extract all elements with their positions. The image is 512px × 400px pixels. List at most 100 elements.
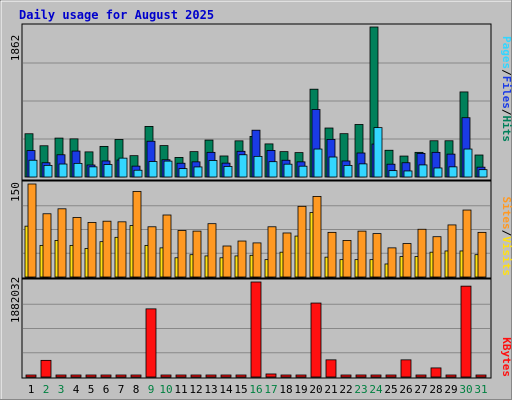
- day-label: 16: [249, 383, 262, 396]
- pages-bar: [88, 166, 98, 178]
- pages-bar: [478, 169, 488, 178]
- pages-bar: [223, 166, 233, 178]
- legend-sep-2: /: [500, 109, 512, 116]
- y-tick-label-kbytes: 1882032: [9, 277, 22, 323]
- day-label: 31: [474, 383, 487, 396]
- legend-sep-1: /: [500, 69, 512, 76]
- chart-title: Daily usage for August 2025: [19, 8, 214, 22]
- pages-bar: [103, 164, 113, 178]
- visits-bar: [417, 228, 427, 278]
- day-label: 13: [204, 383, 217, 396]
- kbytes-bar: [385, 374, 397, 378]
- pages-bar: [253, 155, 263, 178]
- day-label: 28: [429, 383, 442, 396]
- visits-bar: [87, 222, 97, 278]
- kbytes-bar: [85, 374, 97, 378]
- visits-bar: [282, 232, 292, 278]
- legend-visits: Visits: [500, 236, 512, 276]
- day-labels: 1 2 3 4 5 6 7 8 9 10 11 12 13 14 15 16 17 18 19 20 21 22 23 24 2…: [28, 383, 488, 396]
- visits-bar: [102, 220, 112, 278]
- pages-bar: [298, 165, 308, 178]
- day-label: 27: [414, 383, 427, 396]
- day-label: 11: [174, 383, 187, 396]
- pages-bar: [28, 159, 38, 178]
- pages-bar: [388, 170, 398, 178]
- visits-bar: [252, 242, 262, 278]
- kbytes-bar: [445, 374, 457, 378]
- visits-bar: [222, 245, 232, 278]
- kbytes-bar: [205, 374, 217, 378]
- pages-bar: [208, 160, 218, 178]
- pages-bar: [403, 170, 413, 178]
- legend-sep-3: /: [500, 230, 512, 237]
- visits-bar: [147, 226, 157, 278]
- kbytes-bar: [250, 281, 262, 378]
- day-label: 1: [28, 383, 35, 396]
- kbytes-bar: [130, 374, 142, 378]
- day-label: 24: [369, 383, 383, 396]
- visits-bar: [342, 240, 352, 278]
- legend-visits-sites: Sites/Visits: [500, 197, 512, 277]
- day-label: 19: [294, 383, 307, 396]
- kbytes-bar: [160, 374, 172, 378]
- visits-bar: [357, 230, 367, 278]
- day-label: 3: [58, 383, 65, 396]
- kbytes-bar: [310, 302, 322, 378]
- legend-files: Files: [500, 76, 512, 109]
- pages-bar: [73, 162, 83, 178]
- day-label: 29: [444, 383, 457, 396]
- day-label: 18: [279, 383, 292, 396]
- legend-sites: Sites: [500, 197, 512, 230]
- visits-bar: [237, 240, 247, 278]
- day-label: 14: [219, 383, 233, 396]
- kbytes-bar: [460, 285, 472, 378]
- pages-bar: [43, 164, 53, 178]
- kbytes-bar: [355, 374, 367, 378]
- visits-bar: [42, 213, 52, 278]
- day-label: 2: [43, 383, 50, 396]
- visits-bar: [117, 221, 127, 278]
- visits-bar: [72, 217, 82, 278]
- day-label: 10: [159, 383, 172, 396]
- day-label: 22: [339, 383, 352, 396]
- pages-bar: [358, 163, 368, 178]
- visits-bar: [162, 214, 172, 278]
- visits-bar: [387, 247, 397, 278]
- kbytes-bar: [370, 374, 382, 378]
- legend-hits-files-pages: Pages/Files/Hits: [500, 36, 512, 142]
- visits-bar: [177, 230, 187, 278]
- kbytes-bar: [145, 308, 157, 378]
- visits-bar: [432, 236, 442, 278]
- kbytes-bar: [340, 374, 352, 378]
- visits-bar: [27, 183, 37, 278]
- kbytes-bar: [415, 374, 427, 378]
- kbytes-bar: [100, 374, 112, 378]
- svg-text:Sites/Visits: Sites/Visits: [500, 197, 512, 277]
- y-tick-label-hits: 1862: [9, 35, 22, 62]
- day-label: 12: [189, 383, 202, 396]
- kbytes-bar: [475, 374, 487, 378]
- day-label: 15: [234, 383, 247, 396]
- day-label: 23: [354, 383, 367, 396]
- day-label: 7: [118, 383, 125, 396]
- pages-bar: [283, 163, 293, 178]
- kbytes-bar: [400, 359, 412, 378]
- day-label: 30: [459, 383, 472, 396]
- pages-bar: [433, 167, 443, 178]
- visits-bar: [207, 223, 217, 278]
- kbytes-bar: [25, 374, 37, 378]
- legend-kbytes-group: KBytes: [500, 337, 512, 377]
- legend-kbytes: KBytes: [500, 337, 512, 377]
- pages-bar: [448, 166, 458, 178]
- kbytes-bar: [325, 359, 337, 378]
- y-tick-label-visits: 150: [9, 182, 22, 202]
- day-label: 4: [73, 383, 80, 396]
- visits-bar: [57, 208, 67, 278]
- legend-hits: Hits: [500, 116, 512, 143]
- pages-bar: [463, 148, 473, 178]
- visits-bar: [462, 209, 472, 278]
- day-label: 9: [148, 383, 155, 396]
- day-label: 5: [88, 383, 95, 396]
- kbytes-bar: [190, 374, 202, 378]
